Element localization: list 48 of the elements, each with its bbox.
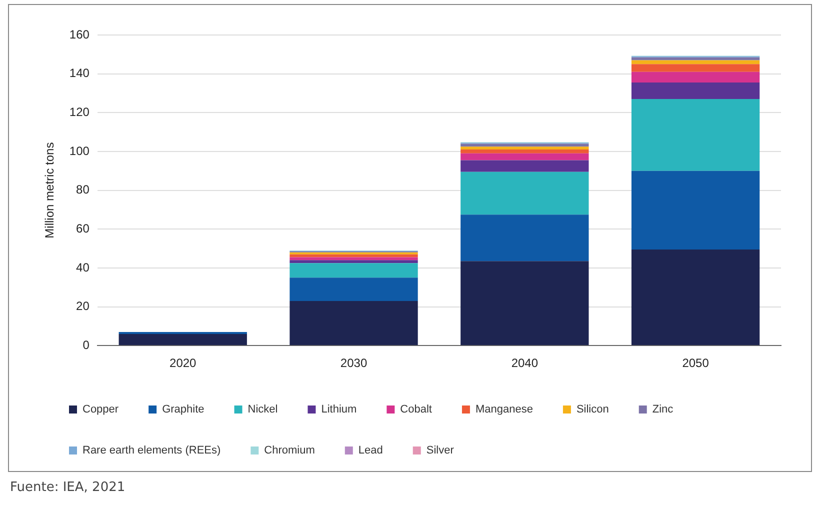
bar (631, 250, 760, 346)
bar (631, 64, 760, 72)
legend-label: Silver (426, 444, 454, 457)
bar (290, 278, 418, 301)
legend-label: Chromium (264, 444, 315, 457)
legend-label: Nickel (248, 404, 278, 416)
legend-label: Graphite (162, 404, 204, 416)
y-tick-label: 40 (76, 260, 90, 274)
bar (460, 214, 589, 262)
bar (290, 260, 418, 264)
bar (118, 334, 247, 346)
x-tick-label: 2030 (340, 356, 368, 370)
y-tick-label: 0 (82, 338, 90, 352)
x-tick-label: 2050 (682, 356, 710, 370)
x-tick-label: 2040 (511, 356, 538, 370)
legend-label: Lithium (321, 404, 357, 416)
legend-label: Cobalt (400, 404, 432, 416)
bar (631, 60, 760, 64)
y-tick-label: 120 (69, 104, 90, 119)
bar (460, 172, 589, 215)
y-tick-label: 80 (76, 182, 90, 197)
bar (460, 146, 589, 150)
bar (290, 300, 418, 346)
bar (460, 144, 589, 147)
legend-label: Lead (358, 444, 383, 457)
bar (290, 254, 418, 258)
legend-label: Manganese (475, 404, 533, 416)
y-tick-label: 140 (69, 66, 90, 80)
y-axis-title: Million metric tons (42, 142, 57, 238)
x-tick-label: 2020 (170, 356, 197, 370)
legend-label: Zinc (652, 404, 674, 416)
bar (460, 153, 589, 160)
y-tick-label: 160 (69, 27, 90, 42)
source-note: Fuente: IEA, 2021 (10, 480, 126, 495)
y-tick-label: 20 (76, 299, 90, 314)
legend-label: Silicon (576, 404, 609, 416)
y-tick-label: 60 (76, 221, 90, 236)
legend-label: Copper (82, 404, 119, 416)
bar (290, 263, 418, 278)
bar (631, 82, 760, 100)
bar (631, 72, 760, 83)
bar (460, 150, 589, 154)
bar (460, 261, 589, 346)
bar (460, 160, 589, 172)
bar (631, 99, 760, 171)
y-tick-label: 100 (69, 144, 90, 158)
legend-label: Rare earth elements (REEs) (82, 444, 221, 457)
bar (631, 170, 760, 250)
